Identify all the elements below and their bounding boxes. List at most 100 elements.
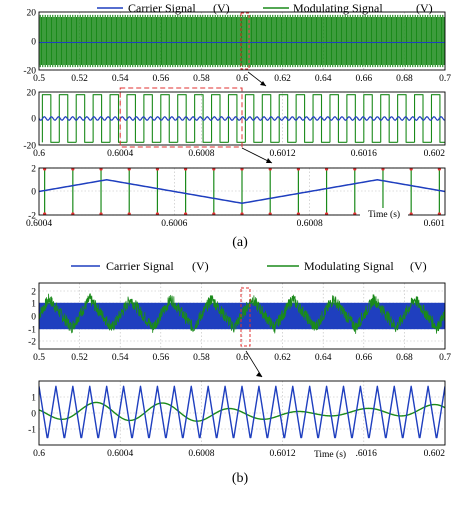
x-tick-label: 0.601 bbox=[424, 219, 446, 229]
crossing-marker bbox=[240, 168, 244, 171]
plot-a3: 0.6004 0.6006 0.6008 0.601 2 0 -2 Time (s) bbox=[26, 165, 446, 229]
modulating-signal-line bbox=[39, 401, 445, 422]
x-tick-label: 0.6 bbox=[33, 149, 45, 159]
modulating-signal-line bbox=[39, 14, 445, 68]
crossing-marker bbox=[155, 168, 160, 171]
y-tick-label: 0 bbox=[31, 115, 36, 125]
zoom-arrowhead bbox=[260, 81, 266, 86]
y-tick-label: 2 bbox=[31, 165, 36, 175]
y-tick-label: 0 bbox=[31, 38, 36, 48]
x-tick-label: 0.68 bbox=[396, 74, 413, 84]
y-tick-label: 20 bbox=[27, 89, 37, 99]
zoom-region-box bbox=[240, 287, 251, 347]
y-tick-label: -1 bbox=[28, 326, 36, 336]
y-tick-label: -20 bbox=[23, 67, 36, 77]
x-tick-label: 0.66 bbox=[355, 353, 372, 363]
legend-carrier-unit: (V) bbox=[213, 1, 230, 15]
x-tick-label: 0.7 bbox=[439, 353, 451, 363]
crossing-marker bbox=[43, 212, 47, 215]
y-tick-label: 2 bbox=[31, 288, 36, 298]
series-layer bbox=[39, 293, 445, 334]
x-axis-label: Time (s) bbox=[314, 449, 346, 460]
x-tick-label: 0.58 bbox=[193, 353, 210, 363]
y-tick-label: 20 bbox=[27, 9, 37, 19]
series-layer bbox=[39, 94, 445, 143]
carrier-signal-line bbox=[39, 385, 445, 439]
crossing-marker bbox=[71, 212, 75, 215]
x-tick-label: 0.56 bbox=[152, 74, 169, 84]
crossing-marker bbox=[409, 168, 413, 171]
crossing-marker bbox=[437, 168, 441, 171]
legend-modulating-unit: (V) bbox=[410, 259, 427, 273]
plot-b1: 0.5 0.52 0.54 0.56 0.58 0.6 0.62 0.64 0.66 0.68 0.… bbox=[28, 282, 451, 378]
x-tick-label: 0.64 bbox=[315, 353, 332, 363]
crossing-marker bbox=[268, 212, 272, 215]
panel-caption-a: (a) bbox=[232, 235, 248, 250]
x-tick-label: 0.5 bbox=[33, 353, 45, 363]
crossing-marker bbox=[381, 168, 385, 171]
x-tick-label: 0.62 bbox=[274, 353, 291, 363]
y-tick-label: -2 bbox=[28, 338, 36, 348]
crossing-marker bbox=[353, 212, 357, 215]
modulating-signal-line bbox=[39, 293, 445, 334]
x-tick-label: 0.6008 bbox=[297, 219, 323, 229]
x-tick-label: 0.6 bbox=[236, 74, 248, 84]
x-tick-label: 0.5 bbox=[33, 74, 45, 84]
crossing-marker bbox=[324, 212, 329, 215]
plot-frame bbox=[38, 282, 446, 350]
x-axis-label: Time (s) bbox=[368, 209, 400, 220]
plot-a1: 0.5 0.52 0.54 0.56 0.58 0.6 0.62 0.64 0.66 0.68 0.… bbox=[23, 9, 451, 87]
x-tick-label: 0.6004 bbox=[26, 219, 52, 229]
legend-carrier-unit: (V) bbox=[192, 259, 209, 273]
y-tick-label: 1 bbox=[31, 300, 36, 310]
carrier-signal-line bbox=[39, 179, 445, 204]
x-tick-label: 0.6 bbox=[236, 353, 248, 363]
xlabel-background bbox=[304, 448, 356, 460]
y-tick-label: -1 bbox=[28, 426, 36, 436]
crossing-marker bbox=[155, 212, 160, 215]
y-tick-label: -2 bbox=[28, 212, 36, 222]
zoom-region-box bbox=[240, 12, 250, 70]
x-tick-label: 0.6 bbox=[33, 449, 45, 459]
y-tick-label: 1 bbox=[31, 394, 36, 404]
y-tick-label: 0 bbox=[31, 410, 36, 420]
crossing-marker bbox=[71, 168, 75, 171]
crossing-marker bbox=[43, 168, 47, 171]
crossing-marker bbox=[268, 168, 272, 171]
crossing-marker bbox=[99, 168, 103, 171]
y-tick-label: 0 bbox=[31, 188, 36, 198]
x-tick-label: 0.6008 bbox=[188, 149, 214, 159]
x-tick-label: 0.6016 bbox=[351, 149, 377, 159]
x-tick-label: 0.68 bbox=[396, 353, 413, 363]
x-tick-label: 0.64 bbox=[315, 74, 332, 84]
plot-frame bbox=[38, 11, 446, 71]
x-tick-label: 0.54 bbox=[112, 353, 129, 363]
x-tick-label: 0.56 bbox=[152, 353, 169, 363]
legend-modulating-label: Modulating Signal bbox=[293, 1, 383, 15]
x-tick-label: 0.6012 bbox=[270, 149, 296, 159]
xlabel-background bbox=[360, 208, 408, 220]
crossing-marker bbox=[296, 212, 300, 215]
x-tick-label: 0.602 bbox=[424, 149, 446, 159]
x-tick-label: 0.62 bbox=[274, 74, 291, 84]
x-tick-label: 0.66 bbox=[355, 74, 372, 84]
crossing-marker bbox=[409, 212, 413, 215]
crossing-marker bbox=[184, 168, 188, 171]
x-tick-label: 0.6004 bbox=[107, 149, 133, 159]
zoom-arrowhead bbox=[256, 372, 262, 377]
legend-carrier-label: Carrier Signal bbox=[128, 1, 196, 15]
crossing-marker bbox=[184, 212, 188, 215]
x-tick-label: 0.6016 bbox=[351, 449, 377, 459]
zoom-region-box bbox=[119, 87, 243, 148]
y-tick-label: 0 bbox=[31, 313, 36, 323]
x-tick-label: 0.58 bbox=[193, 74, 210, 84]
x-tick-label: 0.52 bbox=[71, 74, 88, 84]
x-tick-label: 0.7 bbox=[439, 74, 451, 84]
panel-caption-b: (b) bbox=[232, 471, 249, 486]
x-tick-label: 0.52 bbox=[71, 353, 88, 363]
x-tick-label: 0.602 bbox=[424, 449, 446, 459]
crossing-marker bbox=[212, 168, 216, 171]
x-tick-label: 0.6004 bbox=[107, 449, 133, 459]
plot-frame bbox=[38, 167, 446, 216]
